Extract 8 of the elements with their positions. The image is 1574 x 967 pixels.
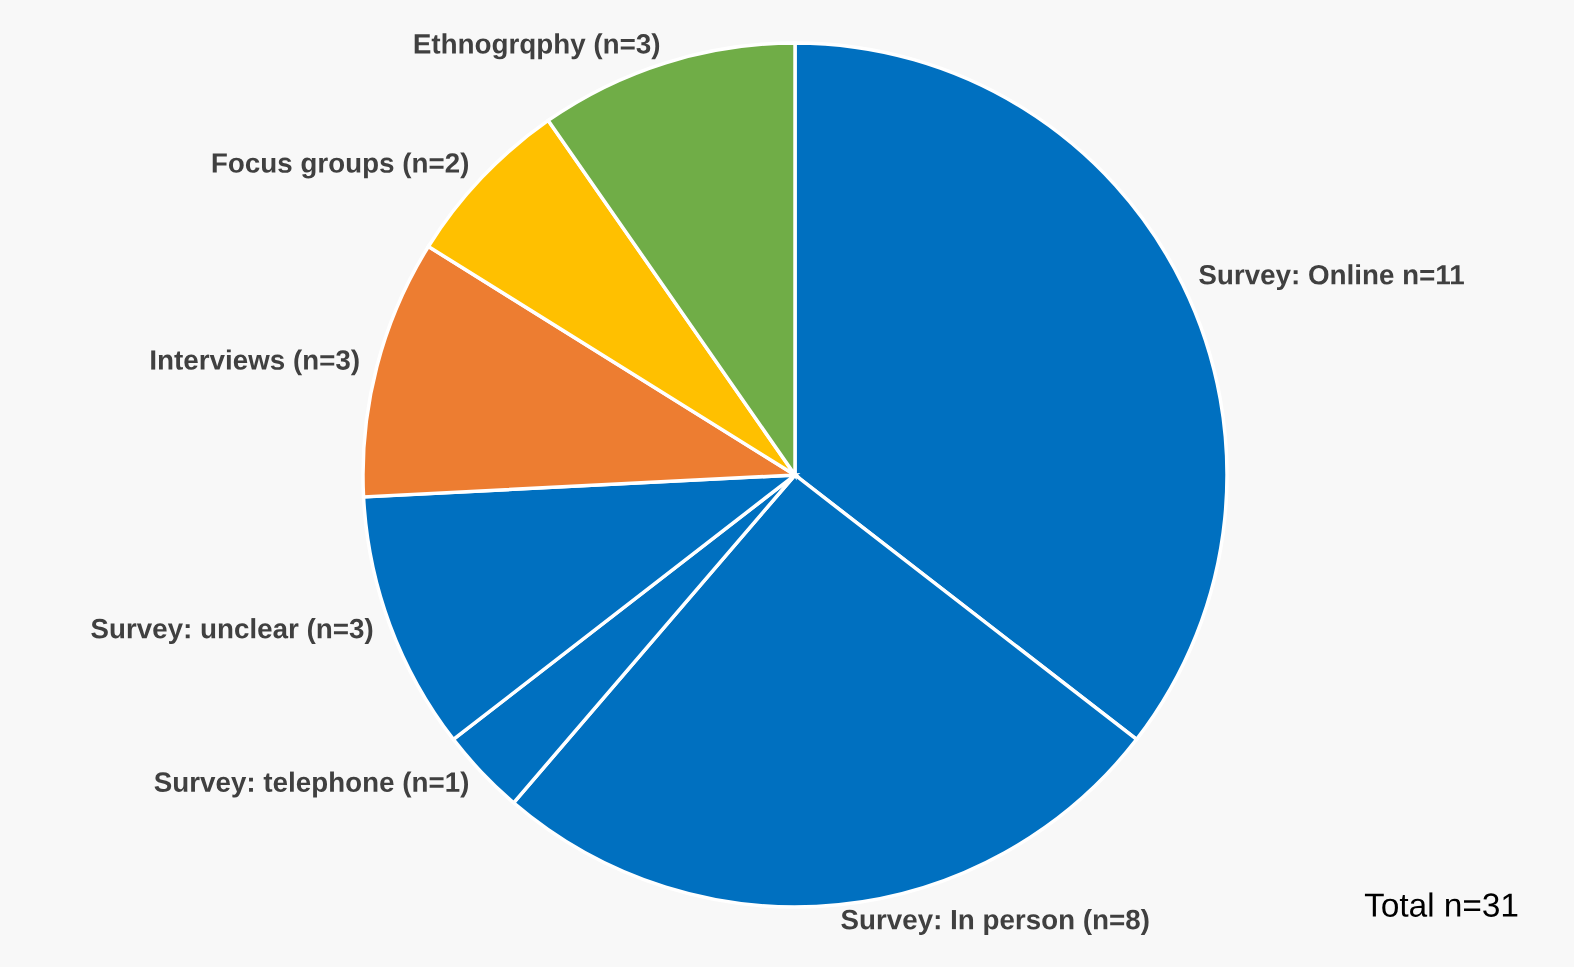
slice-label: Survey: In person (n=8) [841,909,1149,935]
slice-label: Survey: unclear (n=3) [91,618,373,644]
slice-label: Survey: Online n=11 [1199,264,1464,291]
text: Total n=31 [1364,892,1518,917]
slice-label: Ethnogrqphy (n=3) [414,33,660,60]
slice-label: Focus groups (n=2) [212,152,468,179]
slice-label: Interviews (n=3) [151,349,359,376]
slice-label: Survey: telephone (n=1) [154,771,469,798]
